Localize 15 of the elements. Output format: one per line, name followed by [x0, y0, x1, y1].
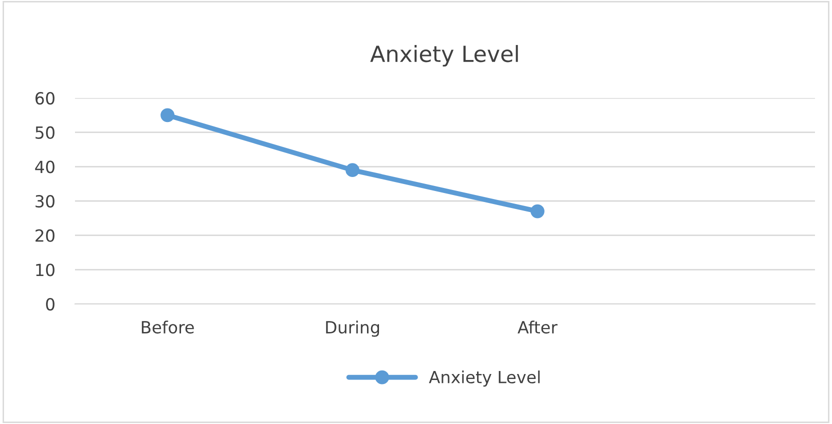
point [530, 204, 544, 218]
y-tick-label: 20 [36, 229, 54, 242]
chart-title: Anxiety Level [370, 45, 518, 67]
y-tick-label: 50 [36, 126, 54, 139]
x-tick-label: After [518, 320, 558, 334]
y-tick-label: 30 [36, 194, 54, 208]
y-tick-label: 10 [36, 264, 54, 276]
point [160, 108, 174, 122]
y-tick-label: 40 [35, 160, 54, 174]
legend-label: Anxiety Level [428, 370, 540, 387]
x-tick-label: During [326, 320, 379, 337]
y-tick-label: 60 [36, 92, 54, 105]
point [346, 163, 360, 178]
y-tick-label: 0 [46, 298, 54, 311]
x-tick-label: Before [142, 320, 194, 334]
